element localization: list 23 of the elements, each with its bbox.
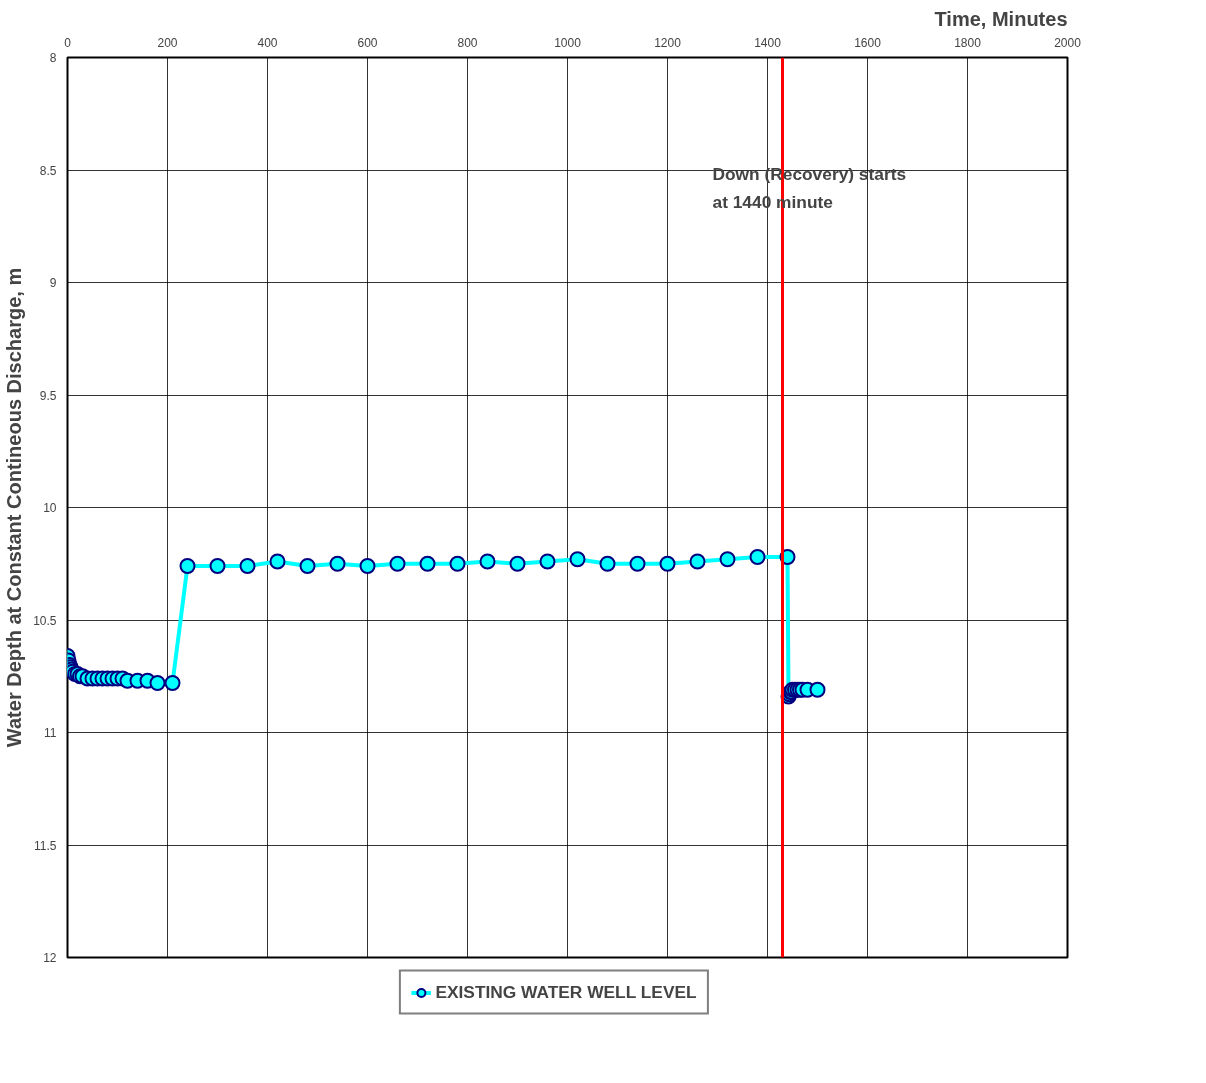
y-tick-label: 8	[49, 51, 57, 65]
y-tick-label: 9	[49, 276, 57, 290]
y-tick-label: 11.5	[34, 838, 57, 853]
y-tick-label: 10	[43, 501, 57, 515]
x-tick-label: 1600	[854, 35, 882, 50]
y-tick-label: 12	[43, 951, 57, 965]
x-tick-label: 0	[64, 35, 72, 50]
x-tick-label: 1800	[954, 35, 982, 50]
legend-label: EXISTING WATER WELL LEVEL	[435, 981, 697, 1003]
y-tick-label: 9.5	[39, 388, 57, 403]
y-tick-label: 8.5	[39, 163, 57, 178]
x-tick-label: 1200	[654, 35, 682, 50]
y-tick-label: 11	[44, 726, 57, 740]
x-axis-title: Time, Minutes	[934, 7, 1068, 30]
x-tick-label: 1000	[554, 35, 582, 50]
y-tick-label: 10.5	[33, 613, 57, 628]
x-tick-label: 800	[457, 35, 478, 50]
x-tick-label: 200	[157, 35, 178, 50]
x-tick-label: 600	[357, 35, 378, 50]
y-axis-title: Water Depth at Constant Contineous Discharge, m	[3, 267, 26, 748]
x-tick-label: 2000	[1054, 35, 1082, 50]
x-tick-label: 1400	[754, 35, 782, 50]
x-tick-label: 400	[257, 35, 278, 50]
